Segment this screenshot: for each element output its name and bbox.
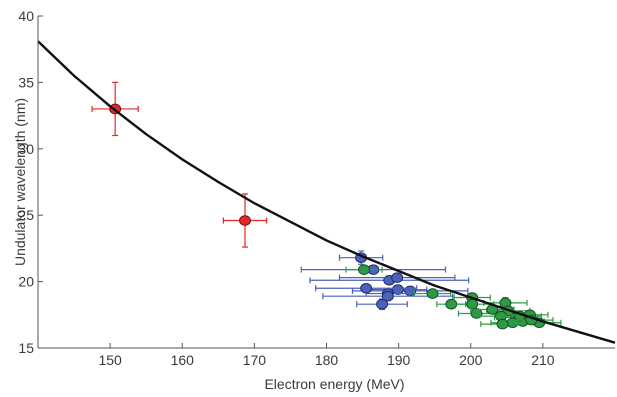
- data-point: [315, 282, 418, 294]
- x-tick-label: 150: [98, 352, 122, 368]
- data-point: [222, 193, 268, 248]
- axes: 15 20 25 30 35 40 150 160 170 180 190 200 210: [18, 8, 615, 368]
- data-marker: [391, 284, 404, 295]
- y-tick-label: 15: [18, 340, 34, 356]
- data-marker: [381, 290, 394, 302]
- y-tick-label: 20: [18, 274, 34, 290]
- data-marker: [426, 288, 439, 299]
- x-tick-label: 180: [315, 352, 339, 368]
- data-marker: [496, 318, 509, 330]
- data-marker: [238, 215, 251, 226]
- data-marker: [506, 317, 519, 329]
- fit-curve-layer: [37, 40, 616, 344]
- data-marker: [466, 298, 479, 310]
- y-tick-label: 25: [18, 207, 34, 223]
- data-marker: [358, 264, 371, 275]
- data-point: [345, 264, 383, 275]
- data-marker: [360, 282, 373, 294]
- fit-curve-line: [37, 40, 616, 344]
- data-marker: [376, 298, 389, 310]
- data-series-layer: [91, 81, 562, 330]
- y-tick-label: 35: [18, 74, 34, 90]
- x-tick-label: 170: [243, 352, 267, 368]
- x-tick-label: 200: [459, 352, 483, 368]
- data-point: [368, 284, 428, 295]
- data-point: [309, 274, 470, 286]
- y-tick-label: 30: [18, 141, 34, 157]
- x-tick-label: 210: [531, 352, 555, 368]
- y-axis-title: Undulator wavelength (nm): [12, 98, 28, 266]
- y-tick-label: 40: [18, 8, 34, 24]
- data-point: [356, 298, 408, 311]
- data-point: [480, 318, 525, 330]
- data-marker: [470, 308, 483, 319]
- x-tick-label: 190: [387, 352, 411, 368]
- data-point: [338, 272, 456, 283]
- data-marker: [391, 272, 404, 283]
- x-tick-label: 160: [171, 352, 195, 368]
- x-axis-title: Electron energy (MeV): [264, 376, 404, 392]
- data-point: [413, 288, 452, 299]
